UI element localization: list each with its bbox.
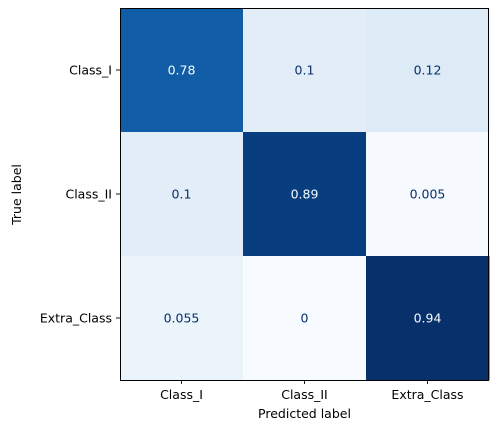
x-tick-label: Extra_Class xyxy=(391,387,463,402)
x-tick-label: Class_II xyxy=(281,387,328,402)
heatmap-cell xyxy=(366,8,490,133)
cell-value-label: 0.055 xyxy=(164,311,200,326)
heatmap-cells: 0.78 0.1 0.12 0.1 0.89 0.005 0.055 0 0.94 xyxy=(120,8,490,381)
heatmap-cell xyxy=(243,256,367,381)
heatmap-cell xyxy=(366,256,490,381)
cell-value-label: 0.1 xyxy=(295,63,315,78)
x-tick-label: Class_I xyxy=(160,387,203,402)
cell-value-label: 0.005 xyxy=(410,187,446,202)
cell-value-label: 0.94 xyxy=(414,311,442,326)
cell-value-label: 0.1 xyxy=(172,187,192,202)
heatmap-cell xyxy=(243,8,367,133)
heatmap-cell xyxy=(120,132,244,257)
y-axis-ticks: Class_I Class_II Extra_Class xyxy=(40,63,120,326)
y-tick-label: Class_II xyxy=(65,187,112,202)
y-tick-label: Extra_Class xyxy=(40,311,112,326)
heatmap-cell xyxy=(366,132,490,257)
heatmap-cell xyxy=(120,256,244,381)
y-axis-label: True label xyxy=(9,164,24,226)
cell-value-label: 0.78 xyxy=(168,63,196,78)
heatmap-cell xyxy=(120,8,244,133)
y-tick-label: Class_I xyxy=(69,63,112,78)
cell-value-label: 0.12 xyxy=(414,63,442,78)
cell-value-label: 0 xyxy=(301,311,309,326)
heatmap-cell xyxy=(243,132,367,257)
cell-value-label: 0.89 xyxy=(291,187,319,202)
x-axis-ticks: Class_I Class_II Extra_Class xyxy=(160,380,464,402)
x-axis-label: Predicted label xyxy=(258,406,351,421)
